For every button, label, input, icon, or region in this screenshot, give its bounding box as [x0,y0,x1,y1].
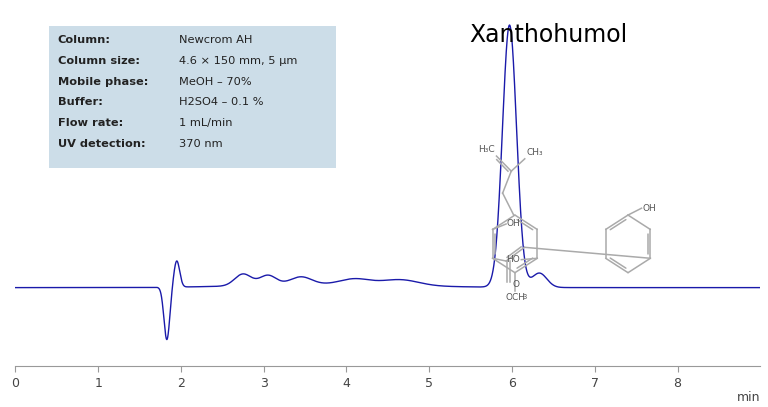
Text: Flow rate:: Flow rate: [58,118,123,128]
Text: 370 nm: 370 nm [179,138,223,149]
Text: H2SO4 – 0.1 %: H2SO4 – 0.1 % [179,97,263,107]
Text: UV detection:: UV detection: [58,138,145,149]
Text: Mobile phase:: Mobile phase: [58,77,148,87]
FancyBboxPatch shape [49,26,336,168]
Text: min: min [737,391,760,404]
Text: Buffer:: Buffer: [58,97,103,107]
Text: Column size:: Column size: [58,56,140,66]
Text: 4.6 × 150 mm, 5 μm: 4.6 × 150 mm, 5 μm [179,56,298,66]
Text: Column:: Column: [58,35,111,45]
Text: 1 mL/min: 1 mL/min [179,118,233,128]
Text: Newcrom AH: Newcrom AH [179,35,253,45]
Text: Xanthohumol: Xanthohumol [469,23,627,47]
Text: MeOH – 70%: MeOH – 70% [179,77,252,87]
